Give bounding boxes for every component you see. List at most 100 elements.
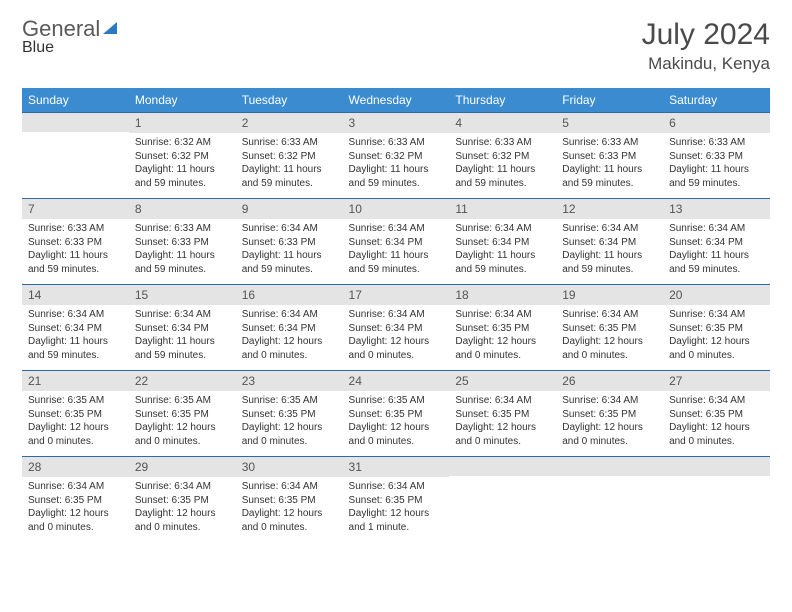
day-number: 11 (449, 199, 556, 219)
day-number: 25 (449, 371, 556, 391)
day-number: 26 (556, 371, 663, 391)
day-body: Sunrise: 6:34 AMSunset: 6:34 PMDaylight:… (663, 219, 770, 284)
day-body: Sunrise: 6:34 AMSunset: 6:35 PMDaylight:… (129, 477, 236, 542)
calendar-day-cell: 4Sunrise: 6:33 AMSunset: 6:32 PMDaylight… (449, 113, 556, 199)
day-number: 18 (449, 285, 556, 305)
day-number: 31 (343, 457, 450, 477)
day-number: 2 (236, 113, 343, 133)
weekday-header: Tuesday (236, 88, 343, 113)
calendar-day-cell: 5Sunrise: 6:33 AMSunset: 6:33 PMDaylight… (556, 113, 663, 199)
calendar-day-cell: 23Sunrise: 6:35 AMSunset: 6:35 PMDayligh… (236, 371, 343, 457)
calendar-day-cell: 29Sunrise: 6:34 AMSunset: 6:35 PMDayligh… (129, 457, 236, 543)
day-body: Sunrise: 6:35 AMSunset: 6:35 PMDaylight:… (22, 391, 129, 456)
day-body: Sunrise: 6:34 AMSunset: 6:34 PMDaylight:… (236, 305, 343, 370)
day-body (449, 476, 556, 534)
calendar-week-row: 21Sunrise: 6:35 AMSunset: 6:35 PMDayligh… (22, 371, 770, 457)
day-body: Sunrise: 6:34 AMSunset: 6:33 PMDaylight:… (236, 219, 343, 284)
calendar-day-cell: 9Sunrise: 6:34 AMSunset: 6:33 PMDaylight… (236, 199, 343, 285)
month-title: July 2024 (642, 18, 770, 52)
day-body (22, 132, 129, 190)
day-number: 19 (556, 285, 663, 305)
day-body: Sunrise: 6:33 AMSunset: 6:33 PMDaylight:… (22, 219, 129, 284)
day-number: 3 (343, 113, 450, 133)
calendar-empty-cell (22, 113, 129, 199)
calendar-day-cell: 10Sunrise: 6:34 AMSunset: 6:34 PMDayligh… (343, 199, 450, 285)
calendar-empty-cell (449, 457, 556, 543)
day-body: Sunrise: 6:34 AMSunset: 6:35 PMDaylight:… (556, 305, 663, 370)
calendar-day-cell: 22Sunrise: 6:35 AMSunset: 6:35 PMDayligh… (129, 371, 236, 457)
calendar-day-cell: 26Sunrise: 6:34 AMSunset: 6:35 PMDayligh… (556, 371, 663, 457)
calendar-day-cell: 18Sunrise: 6:34 AMSunset: 6:35 PMDayligh… (449, 285, 556, 371)
calendar-day-cell: 8Sunrise: 6:33 AMSunset: 6:33 PMDaylight… (129, 199, 236, 285)
day-number (663, 457, 770, 476)
calendar-day-cell: 2Sunrise: 6:33 AMSunset: 6:32 PMDaylight… (236, 113, 343, 199)
calendar-week-row: 14Sunrise: 6:34 AMSunset: 6:34 PMDayligh… (22, 285, 770, 371)
calendar-week-row: 1Sunrise: 6:32 AMSunset: 6:32 PMDaylight… (22, 113, 770, 199)
day-body: Sunrise: 6:34 AMSunset: 6:35 PMDaylight:… (236, 477, 343, 542)
calendar-empty-cell (556, 457, 663, 543)
day-number: 24 (343, 371, 450, 391)
day-body: Sunrise: 6:34 AMSunset: 6:34 PMDaylight:… (449, 219, 556, 284)
calendar-day-cell: 25Sunrise: 6:34 AMSunset: 6:35 PMDayligh… (449, 371, 556, 457)
calendar-day-cell: 15Sunrise: 6:34 AMSunset: 6:34 PMDayligh… (129, 285, 236, 371)
calendar-day-cell: 7Sunrise: 6:33 AMSunset: 6:33 PMDaylight… (22, 199, 129, 285)
day-number: 29 (129, 457, 236, 477)
day-number: 12 (556, 199, 663, 219)
day-body: Sunrise: 6:34 AMSunset: 6:35 PMDaylight:… (556, 391, 663, 456)
day-body: Sunrise: 6:35 AMSunset: 6:35 PMDaylight:… (236, 391, 343, 456)
calendar-day-cell: 20Sunrise: 6:34 AMSunset: 6:35 PMDayligh… (663, 285, 770, 371)
day-body (556, 476, 663, 534)
day-number: 13 (663, 199, 770, 219)
calendar-day-cell: 11Sunrise: 6:34 AMSunset: 6:34 PMDayligh… (449, 199, 556, 285)
calendar-day-cell: 13Sunrise: 6:34 AMSunset: 6:34 PMDayligh… (663, 199, 770, 285)
calendar-day-cell: 14Sunrise: 6:34 AMSunset: 6:34 PMDayligh… (22, 285, 129, 371)
calendar-week-row: 7Sunrise: 6:33 AMSunset: 6:33 PMDaylight… (22, 199, 770, 285)
calendar-day-cell: 19Sunrise: 6:34 AMSunset: 6:35 PMDayligh… (556, 285, 663, 371)
day-body (663, 476, 770, 534)
day-body: Sunrise: 6:33 AMSunset: 6:33 PMDaylight:… (556, 133, 663, 198)
day-number: 17 (343, 285, 450, 305)
weekday-header: Saturday (663, 88, 770, 113)
day-number (22, 113, 129, 132)
day-body: Sunrise: 6:35 AMSunset: 6:35 PMDaylight:… (343, 391, 450, 456)
calendar-day-cell: 17Sunrise: 6:34 AMSunset: 6:34 PMDayligh… (343, 285, 450, 371)
day-body: Sunrise: 6:33 AMSunset: 6:32 PMDaylight:… (449, 133, 556, 198)
day-number: 5 (556, 113, 663, 133)
day-number: 9 (236, 199, 343, 219)
day-number: 15 (129, 285, 236, 305)
calendar-day-cell: 3Sunrise: 6:33 AMSunset: 6:32 PMDaylight… (343, 113, 450, 199)
day-number: 27 (663, 371, 770, 391)
brand-logo: General Blue (22, 18, 118, 56)
day-number: 20 (663, 285, 770, 305)
day-body: Sunrise: 6:34 AMSunset: 6:35 PMDaylight:… (343, 477, 450, 542)
day-number: 30 (236, 457, 343, 477)
title-block: July 2024 Makindu, Kenya (642, 18, 770, 74)
header: General Blue July 2024 Makindu, Kenya (22, 18, 770, 74)
calendar-table: SundayMondayTuesdayWednesdayThursdayFrid… (22, 88, 770, 542)
weekday-header: Thursday (449, 88, 556, 113)
day-body: Sunrise: 6:34 AMSunset: 6:34 PMDaylight:… (556, 219, 663, 284)
day-number: 7 (22, 199, 129, 219)
day-body: Sunrise: 6:34 AMSunset: 6:34 PMDaylight:… (129, 305, 236, 370)
day-body: Sunrise: 6:33 AMSunset: 6:33 PMDaylight:… (129, 219, 236, 284)
day-body: Sunrise: 6:34 AMSunset: 6:34 PMDaylight:… (343, 219, 450, 284)
calendar-day-cell: 24Sunrise: 6:35 AMSunset: 6:35 PMDayligh… (343, 371, 450, 457)
weekday-header: Sunday (22, 88, 129, 113)
day-number: 6 (663, 113, 770, 133)
day-body: Sunrise: 6:34 AMSunset: 6:35 PMDaylight:… (663, 391, 770, 456)
calendar-day-cell: 28Sunrise: 6:34 AMSunset: 6:35 PMDayligh… (22, 457, 129, 543)
location: Makindu, Kenya (642, 54, 770, 74)
day-number: 8 (129, 199, 236, 219)
day-number: 1 (129, 113, 236, 133)
day-number: 23 (236, 371, 343, 391)
day-body: Sunrise: 6:35 AMSunset: 6:35 PMDaylight:… (129, 391, 236, 456)
day-body: Sunrise: 6:33 AMSunset: 6:32 PMDaylight:… (343, 133, 450, 198)
day-body: Sunrise: 6:33 AMSunset: 6:33 PMDaylight:… (663, 133, 770, 198)
calendar-day-cell: 27Sunrise: 6:34 AMSunset: 6:35 PMDayligh… (663, 371, 770, 457)
day-body: Sunrise: 6:34 AMSunset: 6:34 PMDaylight:… (22, 305, 129, 370)
day-number: 4 (449, 113, 556, 133)
day-body: Sunrise: 6:34 AMSunset: 6:35 PMDaylight:… (449, 391, 556, 456)
day-number: 28 (22, 457, 129, 477)
day-body: Sunrise: 6:32 AMSunset: 6:32 PMDaylight:… (129, 133, 236, 198)
day-number (449, 457, 556, 476)
